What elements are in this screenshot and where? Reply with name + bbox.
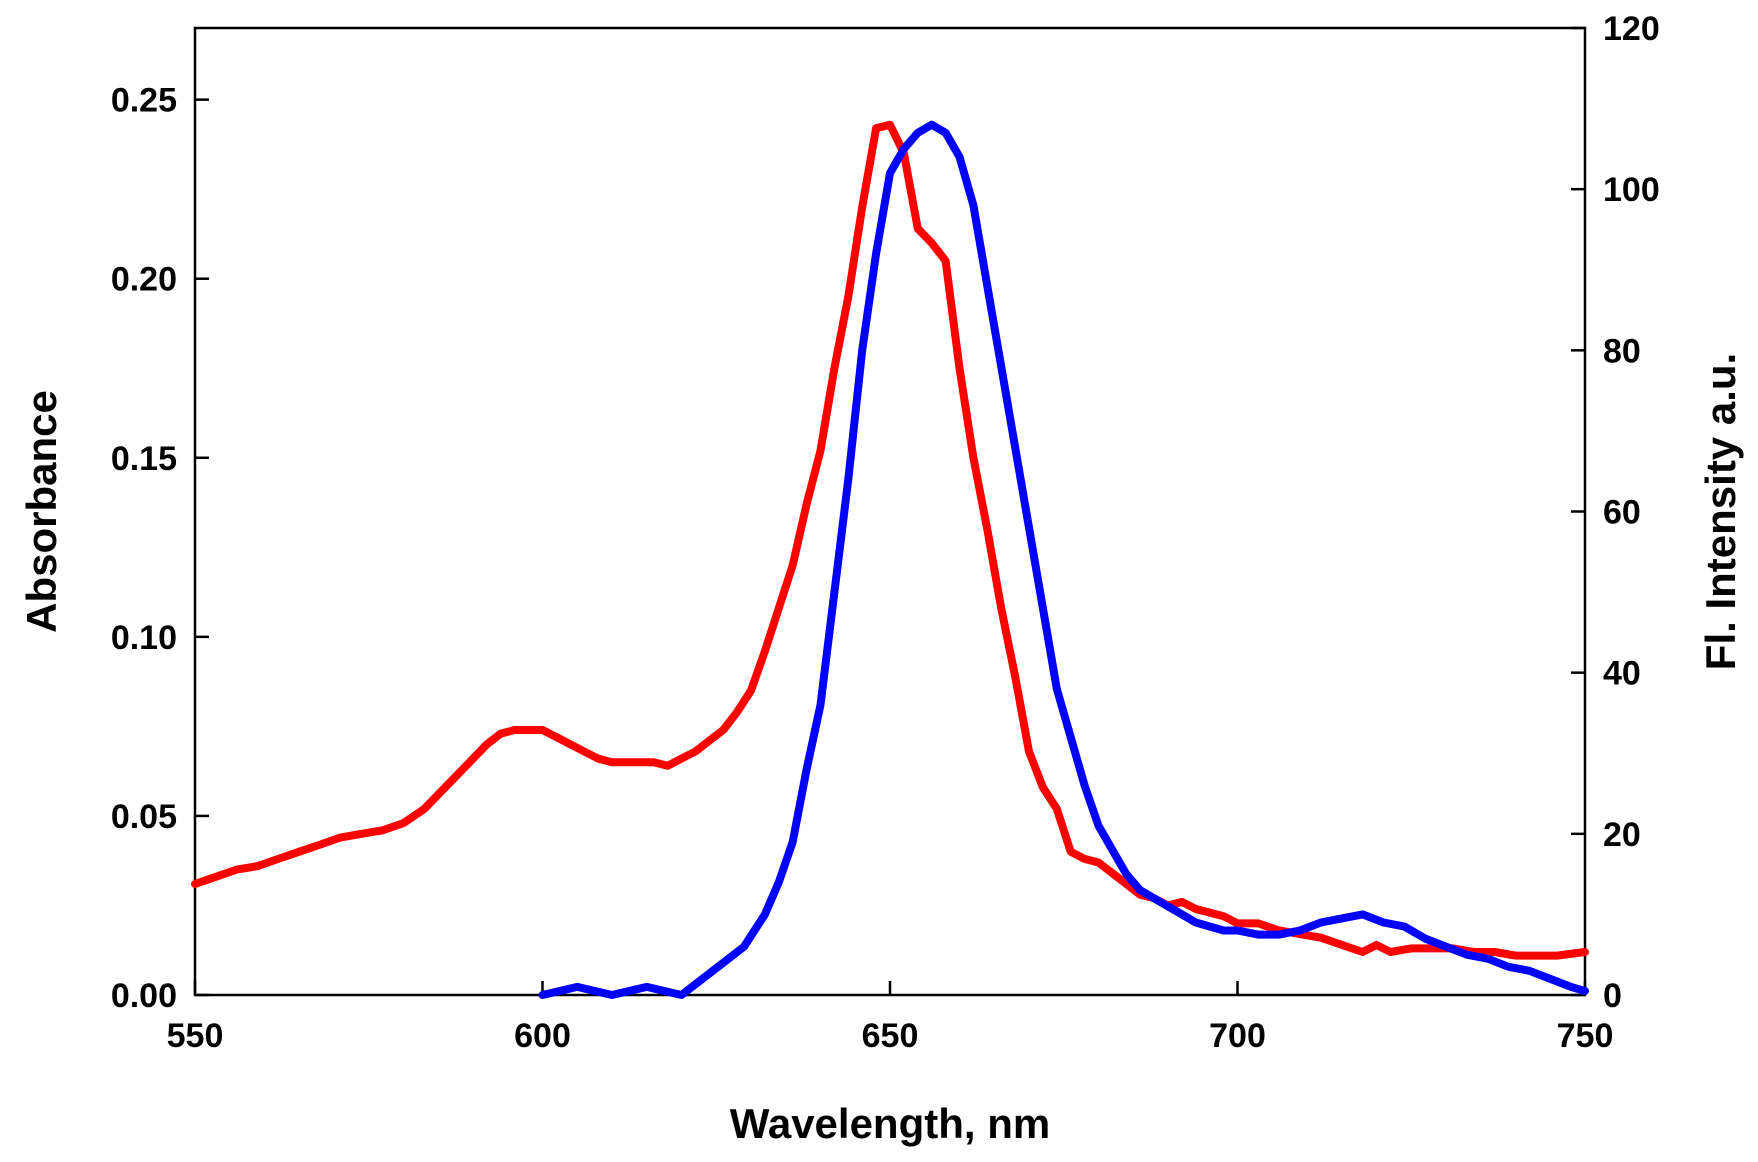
y-axis-title-left: Absorbance	[18, 390, 65, 633]
x-axis: 550 600 650 700 750	[167, 981, 1614, 1055]
y2-tick-label: 120	[1603, 10, 1660, 48]
x-tick-label: 550	[167, 1017, 224, 1055]
y2-tick-label: 20	[1603, 816, 1641, 854]
y-axis-left: 0.00 0.05 0.10 0.15 0.20 0.25	[111, 82, 209, 1015]
y2-tick-label: 100	[1603, 171, 1660, 209]
x-tick-label: 650	[862, 1017, 919, 1055]
y2-tick-label: 60	[1603, 494, 1641, 532]
fluorescence-series-line	[538, 120, 1589, 999]
y-axis-right: 0 20 40 60 80 100 120	[1571, 10, 1660, 1015]
y-tick-label: 0.25	[111, 82, 177, 120]
y-axis-title-right: Fl. Intensity a.u.	[1697, 353, 1744, 670]
series-layer	[191, 120, 1589, 999]
x-axis-title: Wavelength, nm	[730, 1100, 1050, 1147]
y-tick-label: 0.05	[111, 798, 177, 836]
y-tick-label: 0.20	[111, 261, 177, 299]
y-tick-label: 0.15	[111, 440, 177, 478]
x-tick-label: 750	[1557, 1017, 1614, 1055]
y2-tick-label: 80	[1603, 332, 1641, 370]
y-tick-label: 0.10	[111, 619, 177, 657]
absorbance-series-line	[191, 120, 1589, 960]
x-tick-label: 600	[514, 1017, 571, 1055]
x-tick-label: 700	[1209, 1017, 1266, 1055]
y-tick-label: 0.00	[111, 977, 177, 1015]
y2-tick-label: 0	[1603, 977, 1622, 1015]
y2-tick-label: 40	[1603, 655, 1641, 693]
